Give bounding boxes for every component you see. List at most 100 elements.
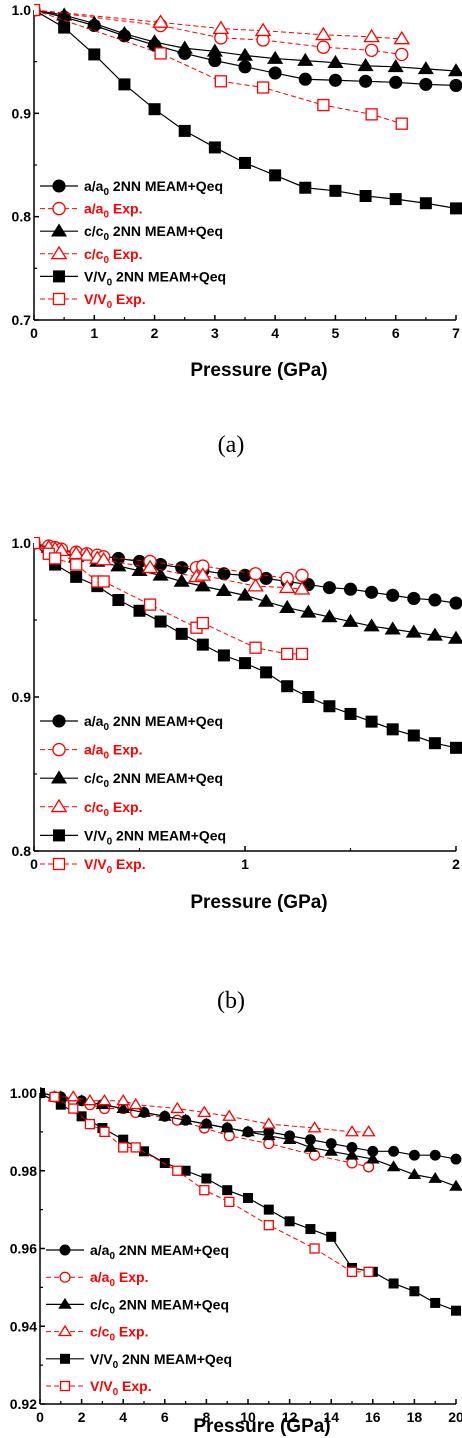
data-point: [295, 568, 309, 583]
data-point: [236, 47, 254, 61]
legend-label: V/V0 2NN MEAM+Qeq: [84, 827, 226, 847]
legend-entry: a/a0 2NN MEAM+Qeq: [40, 713, 223, 733]
legend-marker: [50, 223, 68, 237]
legend-marker: [52, 742, 66, 757]
x-axis-title: Pressure (GPa): [193, 1416, 330, 1437]
data-point: [449, 1179, 462, 1191]
legend-label: V/V0 Exp.: [90, 1378, 152, 1398]
legend-label: c/c0 Exp.: [84, 799, 143, 819]
legend-entry: c/c0 Exp.: [40, 245, 143, 266]
data-point: [384, 621, 401, 635]
legend-marker: [53, 270, 65, 283]
data-point: [426, 627, 443, 641]
data-point: [365, 715, 378, 728]
data-point: [417, 61, 434, 75]
data-point: [343, 582, 358, 596]
data-point: [303, 1140, 318, 1152]
x-tick-label: 2: [452, 856, 460, 872]
data-point: [317, 98, 330, 112]
data-point: [86, 15, 103, 29]
legend-entry: a/a0 Exp.: [40, 742, 143, 762]
data-point: [324, 1144, 338, 1156]
legend-label: V/V0 2NN MEAM+Qeq: [84, 268, 226, 288]
data-point: [281, 647, 294, 661]
data-point: [269, 169, 282, 182]
data-point: [172, 1165, 183, 1176]
data-point: [197, 1105, 212, 1117]
x-tick-label: 0: [30, 856, 38, 872]
data-point: [450, 741, 462, 754]
x-tick-label: 2: [151, 325, 159, 341]
series-square-sim: [34, 4, 462, 215]
data-point: [222, 1185, 233, 1196]
data-point: [387, 59, 404, 73]
chart-panel-2: 0 1 2 0.8 0.9 1.0 Pressure (GPa) a/a0 2NN MEAM+…: [12, 535, 462, 913]
x-tick-label: 1: [241, 856, 249, 872]
data-point: [154, 615, 167, 628]
legend-entry: a/a0 2NN MEAM+Qeq: [46, 1242, 229, 1262]
data-point: [175, 561, 189, 575]
legend-marker: [52, 714, 66, 728]
data-point: [365, 585, 379, 599]
data-point: [342, 613, 359, 627]
y-tick-label: 0.9: [12, 105, 32, 121]
data-point: [359, 190, 372, 202]
x-axis-title: Pressure (GPa): [190, 892, 327, 913]
data-point: [450, 202, 462, 215]
panel-caption: (a): [218, 432, 245, 458]
legend-entry: V/V0 Exp.: [40, 291, 146, 311]
legend-marker: [50, 245, 68, 260]
data-point: [249, 641, 262, 654]
legend-marker: [57, 1324, 73, 1337]
data-point: [419, 77, 433, 91]
data-point: [428, 1171, 442, 1183]
legend-marker: [53, 829, 65, 842]
plot-area: [34, 537, 462, 754]
data-point: [128, 1097, 143, 1110]
data-point: [116, 25, 133, 40]
data-point: [386, 723, 399, 736]
x-tick-label: 0: [36, 1409, 44, 1425]
x-tick-label: 4: [119, 1409, 127, 1425]
data-point: [137, 1105, 151, 1117]
data-point: [268, 66, 282, 80]
data-point: [323, 700, 336, 713]
x-tick-label: 12: [282, 1409, 298, 1425]
data-point: [239, 657, 251, 670]
data-point: [363, 1266, 374, 1277]
legend-entry: V/V0 2NN MEAM+Qeq: [46, 1351, 232, 1371]
data-point: [451, 1305, 461, 1316]
data-point: [428, 737, 441, 750]
data-point: [388, 1278, 399, 1289]
data-point: [344, 1125, 360, 1137]
series-triangle-exp: [34, 4, 411, 45]
data-point: [175, 627, 188, 640]
data-point: [236, 587, 254, 601]
y-tick-label: 0.98: [10, 1163, 37, 1179]
data-point: [428, 593, 442, 607]
data-point: [267, 50, 284, 64]
y-tick-label: 0.94: [10, 1318, 37, 1334]
legend-label: a/a0 2NN MEAM+Qeq: [84, 178, 223, 198]
data-point: [261, 1117, 276, 1129]
data-point: [178, 1113, 193, 1125]
data-point: [238, 60, 252, 74]
data-point: [447, 63, 462, 77]
series-triangle-sim: [40, 1087, 462, 1191]
data-point: [363, 28, 380, 43]
data-point: [449, 78, 462, 92]
legend-entry: c/c0 2NN MEAM+Qeq: [40, 770, 223, 790]
data-point: [357, 58, 374, 72]
x-tick-label: 6: [161, 1409, 169, 1425]
legend-entry: V/V0 2NN MEAM+Qeq: [40, 827, 226, 847]
legend-label: a/a0 2NN MEAM+Qeq: [90, 1242, 229, 1262]
plot-area: [40, 1087, 462, 1316]
data-point: [329, 184, 342, 197]
data-point: [346, 1266, 358, 1277]
chart-panel-3: 0 2 4 6 8 10 12 14 16 18 20 0.92 0.94 0.96 0.98 1.00 Pre…: [10, 1085, 462, 1437]
data-point: [366, 1152, 380, 1164]
data-point: [299, 181, 312, 194]
data-point: [263, 1204, 274, 1215]
data-point: [365, 108, 378, 121]
legend-marker: [60, 1353, 70, 1364]
